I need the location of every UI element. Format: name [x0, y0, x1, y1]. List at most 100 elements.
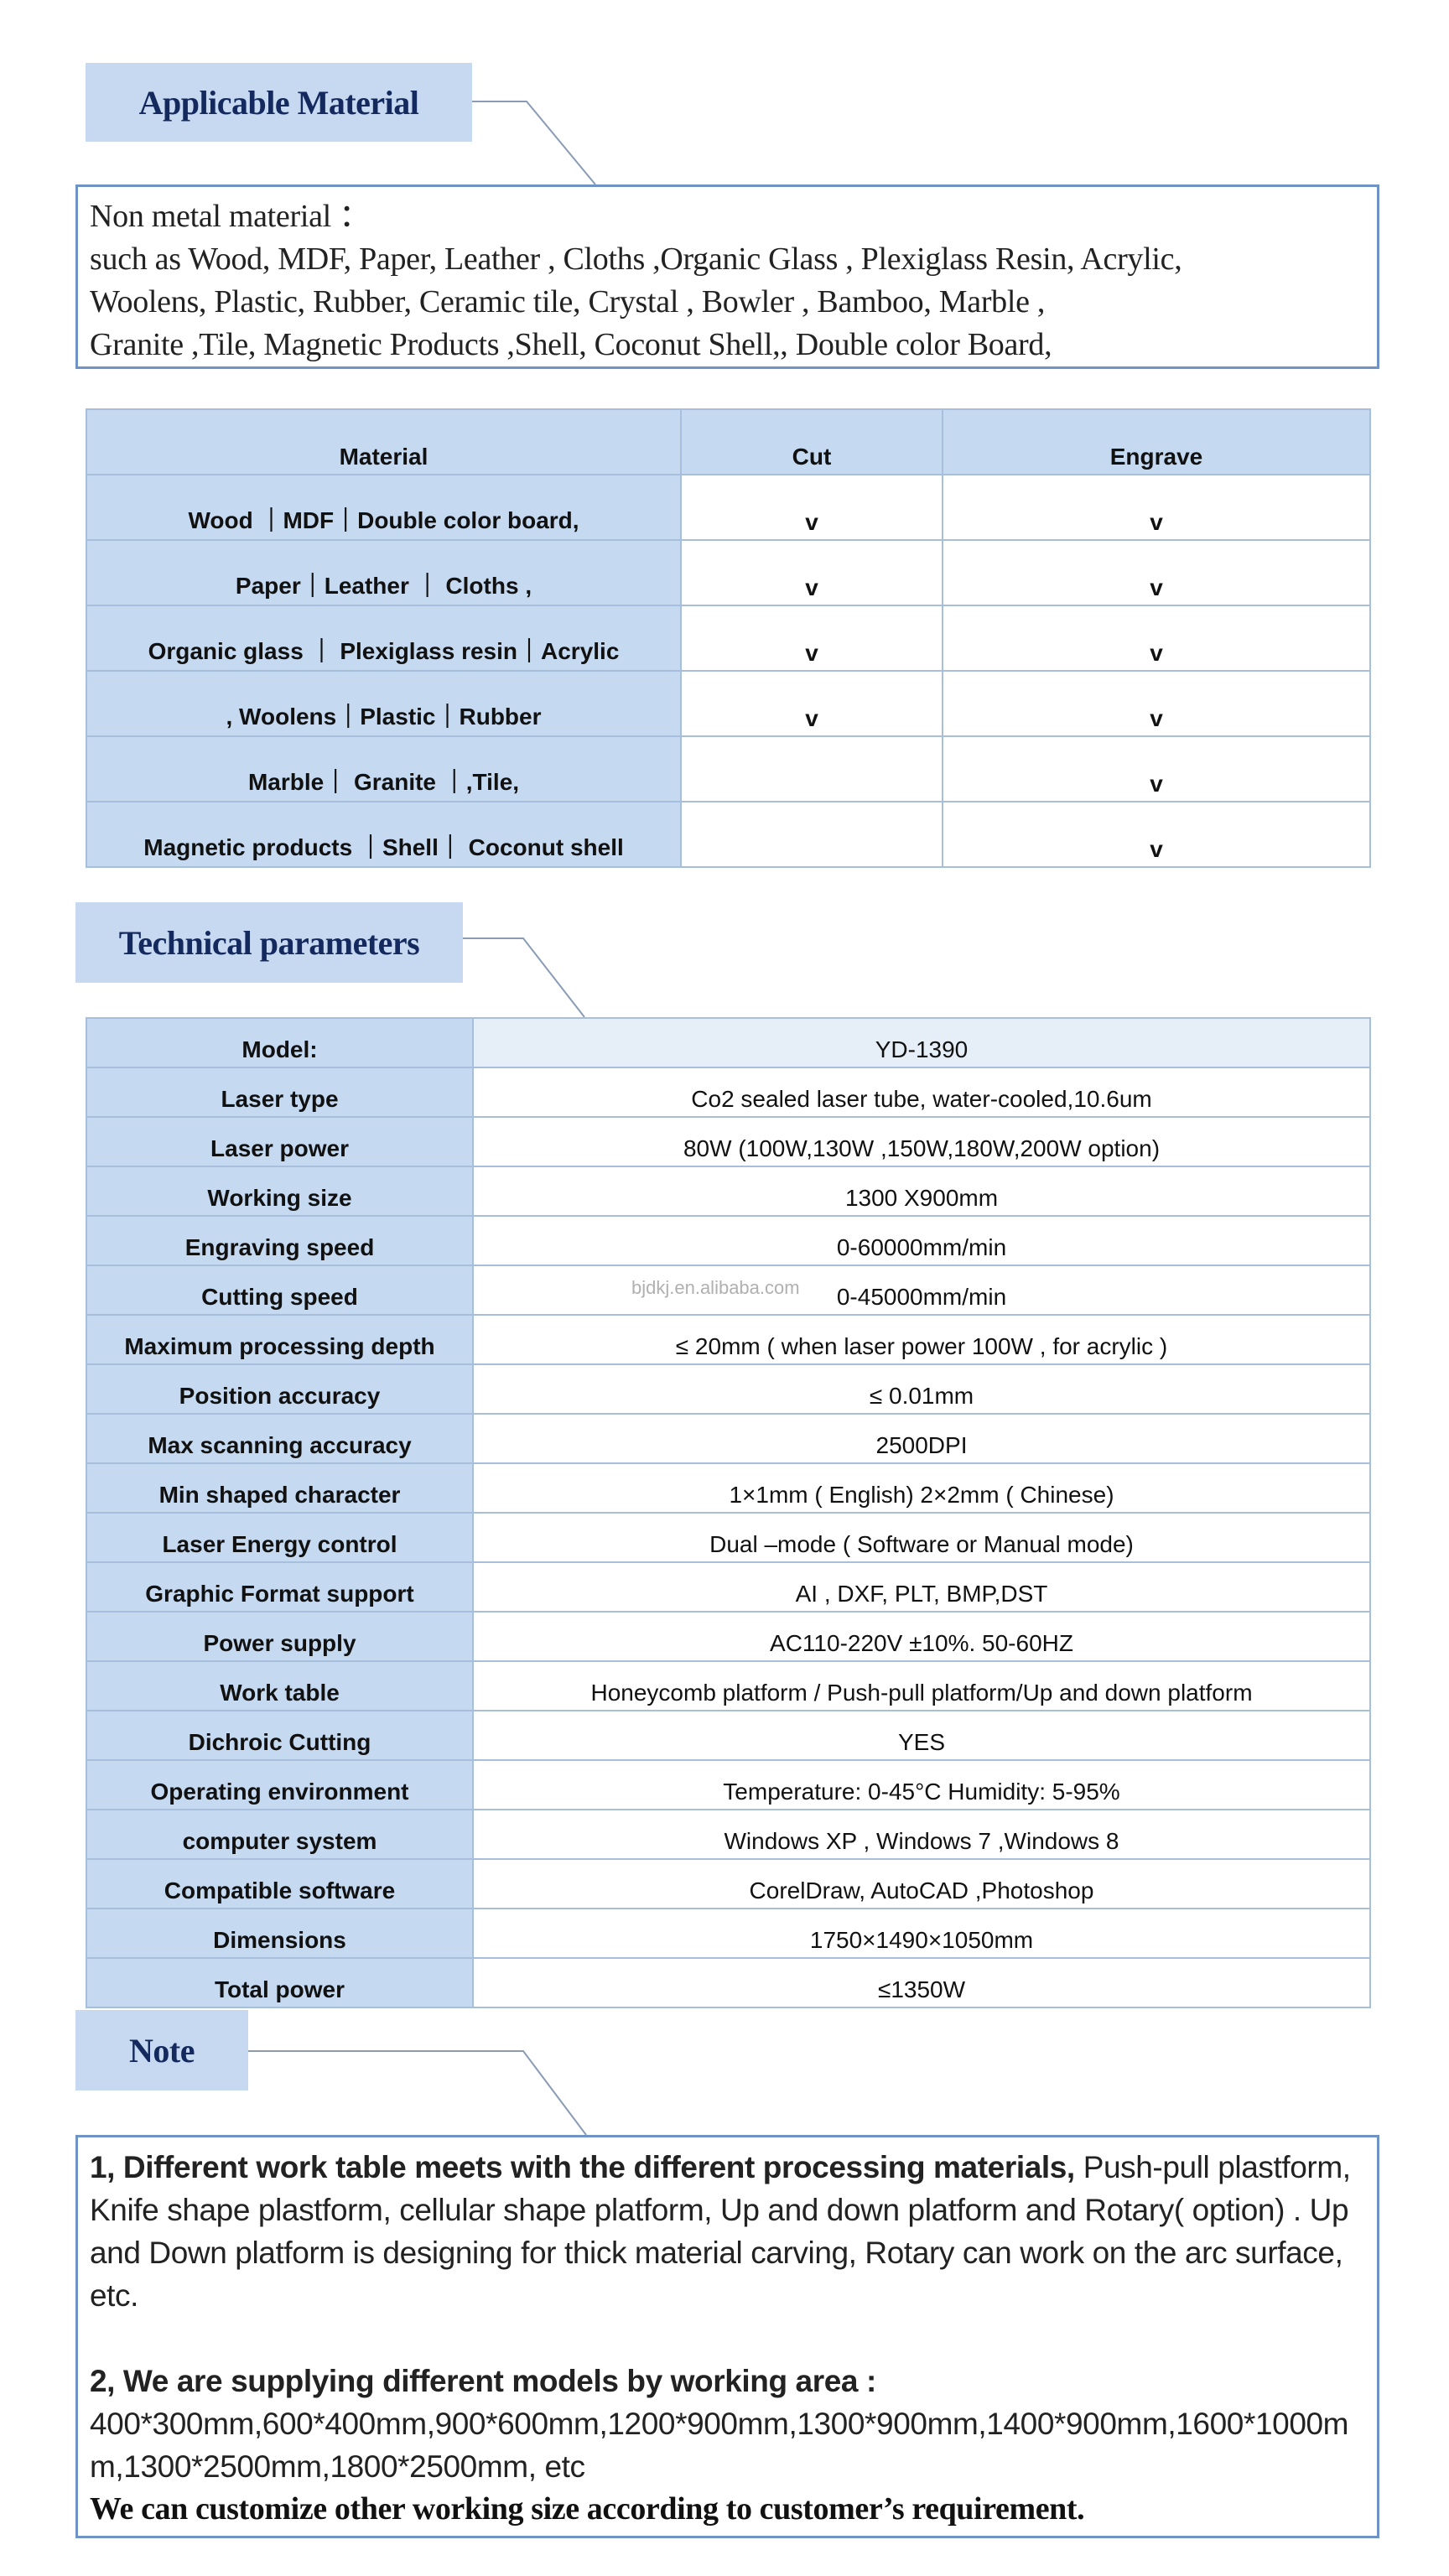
- material-cell: Paper｜Leather ｜ Cloths ,: [86, 539, 682, 606]
- note-item-2-text: 400*300mm,600*400mm,900*600mm,1200*900mm…: [90, 2407, 1349, 2484]
- table-row: Maximum processing depth ≤ 20mm ( when la…: [86, 1314, 1371, 1365]
- parameter-name: Laser Energy control: [86, 1512, 474, 1563]
- engrave-cell: v: [942, 801, 1371, 868]
- parameter-name: Total power: [86, 1957, 474, 2008]
- parameter-value: ≤1350W: [472, 1957, 1371, 2008]
- engrave-cell: v: [942, 605, 1371, 672]
- parameter-name: Dimensions: [86, 1908, 474, 1959]
- parameter-value: 80W (100W,130W ,150W,180W,200W option): [472, 1116, 1371, 1167]
- material-cell: , Woolens｜Plastic｜Rubber: [86, 670, 682, 737]
- applicable-material-box: Non metal material ： such as Wood, MDF, …: [75, 184, 1379, 369]
- parameter-name: Laser power: [86, 1116, 474, 1167]
- parameter-value: Temperature: 0-45°C Humidity: 5-95%: [472, 1759, 1371, 1810]
- parameter-name: Cutting speed: [86, 1265, 474, 1316]
- section-title-technical-parameters: Technical parameters: [75, 902, 463, 983]
- table-row: Organic glass ｜ Plexiglass resin｜Acrylic…: [86, 605, 1371, 672]
- note-item-1-text: Push-pull plastform, Knife shape plastfo…: [90, 2150, 1351, 2313]
- material-line: Woolens, Plastic, Rubber, Ceramic tile, …: [90, 284, 1046, 319]
- parameter-value: Co2 sealed laser tube, water-cooled,10.6…: [472, 1067, 1371, 1118]
- table-row: Min shaped character 1×1mm ( English) 2×2…: [86, 1462, 1371, 1514]
- cut-cell: v: [680, 474, 943, 541]
- parameter-value: 1750×1490×1050mm: [472, 1908, 1371, 1959]
- parameter-name: Position accuracy: [86, 1363, 474, 1415]
- cut-cell: [680, 735, 943, 802]
- note-item-2-heading-text: 2, We are supplying different models by …: [90, 2364, 876, 2398]
- material-line: Granite ,Tile, Magnetic Products ,Shell,…: [90, 327, 1052, 362]
- engrave-cell: v: [942, 670, 1371, 737]
- section-title-note: Note: [75, 2010, 248, 2090]
- parameter-name: Model:: [86, 1017, 474, 1068]
- parameter-value: 0-60000mm/min: [472, 1215, 1371, 1266]
- material-line: such as Wood, MDF, Paper, Leather , Clot…: [90, 242, 1182, 277]
- parameter-name: Max scanning accuracy: [86, 1413, 474, 1464]
- table-row: Max scanning accuracy 2500DPI: [86, 1413, 1371, 1464]
- table-row: Laser power 80W (100W,130W ,150W,180W,200…: [86, 1116, 1371, 1167]
- table-row: computer system Windows XP , Windows 7 ,W…: [86, 1809, 1371, 1860]
- parameter-value: Dual –mode ( Software or Manual mode): [472, 1512, 1371, 1563]
- header-material: Material: [86, 408, 682, 475]
- parameter-name: Engraving speed: [86, 1215, 474, 1266]
- table-row: Position accuracy ≤ 0.01mm: [86, 1363, 1371, 1415]
- table-row: Work table Honeycomb platform / Push-pull…: [86, 1660, 1371, 1711]
- table-row: Cutting speed 0-45000mm/min: [86, 1265, 1371, 1316]
- header-cut: Cut: [680, 408, 943, 475]
- parameter-name: Work table: [86, 1660, 474, 1711]
- table-row: Wood ｜MDF｜Double color board, v v: [86, 474, 1371, 541]
- parameter-name: Graphic Format support: [86, 1561, 474, 1613]
- parameter-name: Min shaped character: [86, 1462, 474, 1514]
- table-row: Compatible software CorelDraw, AutoCAD ,P…: [86, 1858, 1371, 1909]
- parameter-value: YES: [472, 1710, 1371, 1761]
- parameter-name: Compatible software: [86, 1858, 474, 1909]
- material-cell: Marble｜ Granite ｜,Tile,: [86, 735, 682, 802]
- section-title-applicable-material: Applicable Material: [86, 63, 472, 142]
- technical-parameters-table: Model: YD-1390 Laser type Co2 sealed laser …: [86, 1017, 1371, 2008]
- table-row: Total power ≤1350W: [86, 1957, 1371, 2008]
- note-item-1-heading: 1, Different work table meets with the d…: [90, 2150, 1075, 2184]
- parameter-value: ≤ 20mm ( when laser power 100W , for acr…: [472, 1314, 1371, 1365]
- parameter-name: Maximum processing depth: [86, 1314, 474, 1365]
- table-row: Engraving speed 0-60000mm/min: [86, 1215, 1371, 1266]
- engrave-cell: v: [942, 735, 1371, 802]
- note-closing: We can customize other working size acco…: [90, 2491, 1085, 2527]
- parameter-value: AC110-220V ±10%. 50-60HZ: [472, 1611, 1371, 1662]
- table-row: Marble｜ Granite ｜,Tile, v: [86, 735, 1371, 802]
- material-cell: Wood ｜MDF｜Double color board,: [86, 474, 682, 541]
- engrave-cell: v: [942, 539, 1371, 606]
- cut-cell: v: [680, 539, 943, 606]
- table-row: Operating environment Temperature: 0-45°C…: [86, 1759, 1371, 1810]
- table-row: Power supply AC110-220V ±10%. 50-60HZ: [86, 1611, 1371, 1662]
- table-row: Working size 1300 X900mm: [86, 1166, 1371, 1217]
- table-row: Laser type Co2 sealed laser tube, water-c…: [86, 1067, 1371, 1118]
- table-row: Magnetic products ｜Shell｜ Coconut shell v: [86, 801, 1371, 868]
- parameter-name: Dichroic Cutting: [86, 1710, 474, 1761]
- material-cell: Organic glass ｜ Plexiglass resin｜Acrylic: [86, 605, 682, 672]
- parameter-value: CorelDraw, AutoCAD ,Photoshop: [472, 1858, 1371, 1909]
- cut-cell: [680, 801, 943, 868]
- parameter-value: ≤ 0.01mm: [472, 1363, 1371, 1415]
- parameter-value: Windows XP , Windows 7 ,Windows 8: [472, 1809, 1371, 1860]
- parameter-value: 1×1mm ( English) 2×2mm ( Chinese): [472, 1462, 1371, 1514]
- material-cell: Magnetic products ｜Shell｜ Coconut shell: [86, 801, 682, 868]
- table-row: Model: YD-1390: [86, 1017, 1371, 1068]
- parameter-value: 2500DPI: [472, 1413, 1371, 1464]
- table-row: Laser Energy control Dual –mode ( Softwar…: [86, 1512, 1371, 1563]
- parameter-name: Power supply: [86, 1611, 474, 1662]
- header-engrave: Engrave: [942, 408, 1371, 475]
- parameter-name: Operating environment: [86, 1759, 474, 1810]
- table-row: Dichroic Cutting YES: [86, 1710, 1371, 1761]
- table-row: Graphic Format support AI , DXF, PLT, BMP…: [86, 1561, 1371, 1613]
- table-row: , Woolens｜Plastic｜Rubber v v: [86, 670, 1371, 737]
- parameter-value: YD-1390: [472, 1017, 1371, 1068]
- material-line: Non metal material ：: [90, 199, 371, 234]
- parameter-value: AI , DXF, PLT, BMP,DST: [472, 1561, 1371, 1613]
- note-item-1: 1, Different work table meets with the d…: [90, 2146, 1365, 2317]
- table-row: Dimensions 1750×1490×1050mm: [86, 1908, 1371, 1959]
- watermark: bjdkj.en.alibaba.com: [631, 1277, 800, 1298]
- engrave-cell: v: [942, 474, 1371, 541]
- parameter-name: computer system: [86, 1809, 474, 1860]
- parameter-name: Laser type: [86, 1067, 474, 1118]
- table-header-row: Material Cut Engrave: [86, 408, 1371, 475]
- parameter-name: Working size: [86, 1166, 474, 1217]
- cut-cell: v: [680, 605, 943, 672]
